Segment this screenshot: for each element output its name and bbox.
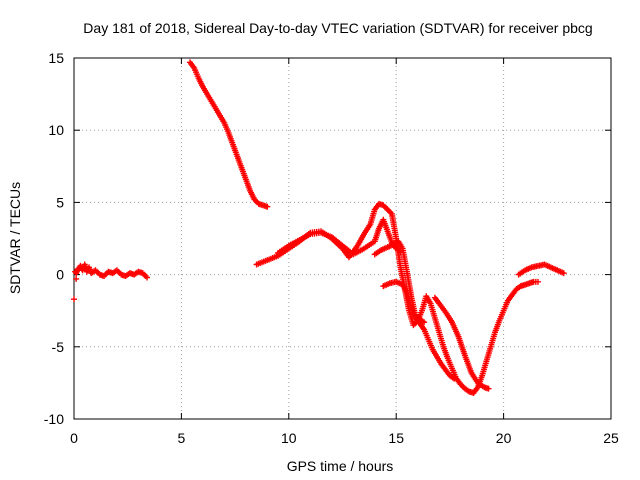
- y-axis: -10 -5 0 5 10 15: [44, 50, 611, 427]
- x-tick-label: 20: [496, 430, 512, 446]
- y-tick-label: 15: [48, 50, 64, 66]
- data-point: [421, 319, 428, 326]
- data-point: [144, 274, 151, 281]
- data-point: [534, 278, 541, 285]
- data-point: [451, 375, 458, 382]
- data-series: [71, 59, 567, 397]
- series-trace-9: [515, 261, 567, 278]
- y-tick-label: -10: [44, 411, 64, 427]
- x-tick-label: 5: [178, 430, 186, 446]
- y-tick-label: 5: [56, 194, 64, 210]
- y-tick-label: 0: [56, 267, 64, 283]
- grid: [74, 58, 611, 419]
- series-trace-2: [73, 261, 151, 281]
- series-trace-7: [380, 278, 458, 382]
- x-axis: 0 5 10 15 20 25: [70, 58, 619, 446]
- y-tick-label: 10: [48, 122, 64, 138]
- x-tick-label: 0: [70, 430, 78, 446]
- data-point: [71, 296, 77, 303]
- x-axis-label: GPS time / hours: [287, 458, 394, 474]
- chart-title: Day 181 of 2018, Sidereal Day-to-day VTE…: [83, 20, 592, 36]
- data-point: [560, 270, 567, 277]
- data-point: [73, 275, 80, 282]
- data-point: [264, 203, 271, 210]
- data-point: [485, 385, 492, 392]
- x-tick-label: 15: [388, 430, 404, 446]
- series-trace-8: [431, 294, 492, 392]
- series-trace-4: [253, 200, 541, 397]
- y-axis-label: SDTVAR / TECUs: [7, 182, 23, 294]
- series-trace-3: [186, 59, 271, 210]
- x-tick-label: 25: [603, 430, 619, 446]
- y-tick-label: -5: [52, 339, 65, 355]
- x-tick-label: 10: [281, 430, 297, 446]
- plot-frame: [73, 57, 612, 420]
- plot-border: [73, 57, 612, 420]
